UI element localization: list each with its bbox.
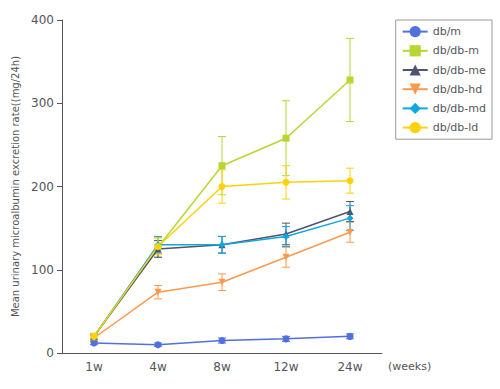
svg-text:db/db-m: db/db-m — [433, 44, 479, 57]
svg-text:4w: 4w — [149, 360, 167, 374]
svg-text:400: 400 — [31, 13, 54, 27]
svg-text:db/db-me: db/db-me — [433, 64, 486, 77]
svg-text:db/db-ld: db/db-ld — [433, 121, 479, 134]
svg-text:24w: 24w — [337, 360, 362, 374]
svg-text:8w: 8w — [213, 360, 231, 374]
svg-text:0: 0 — [46, 346, 54, 360]
svg-text:db/db-md: db/db-md — [433, 102, 486, 115]
svg-text:300: 300 — [31, 96, 54, 110]
svg-text:1w: 1w — [85, 360, 103, 374]
svg-text:db/db-hd: db/db-hd — [433, 83, 483, 96]
svg-text:(weeks): (weeks) — [388, 360, 431, 373]
svg-text:200: 200 — [31, 180, 54, 194]
svg-text:Mean urinary microalbumin excr: Mean urinary microalbumin excretion rate… — [10, 56, 21, 317]
svg-text:12w: 12w — [273, 360, 298, 374]
svg-text:db/m: db/m — [433, 25, 461, 38]
svg-text:100: 100 — [31, 263, 54, 277]
